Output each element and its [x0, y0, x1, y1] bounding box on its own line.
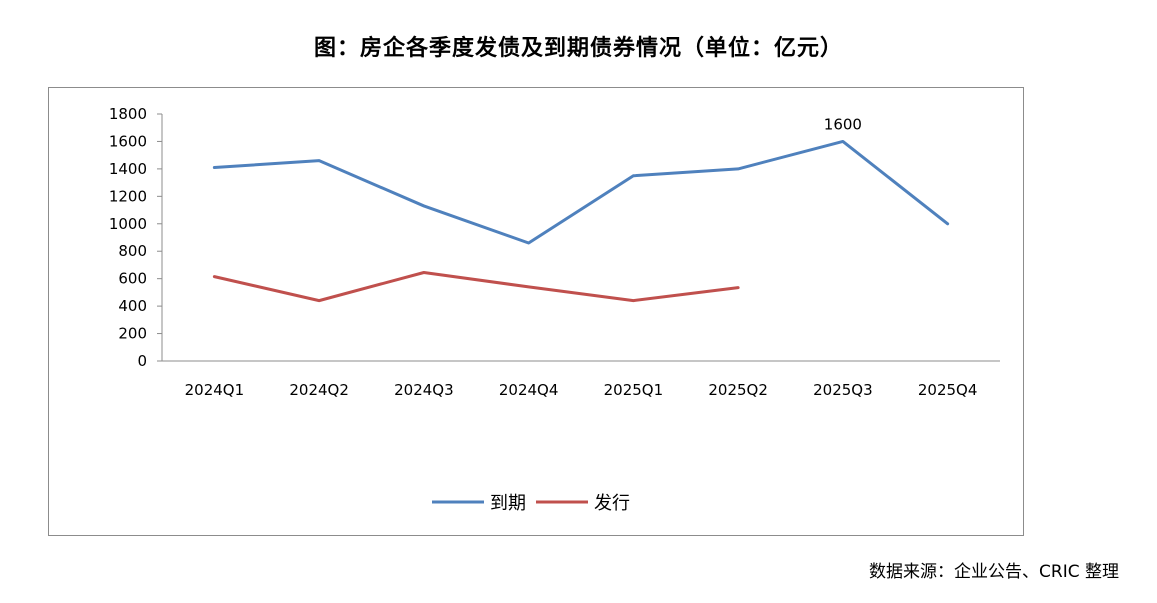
y-tick-label: 1200	[109, 187, 147, 205]
chart-frame	[48, 87, 1024, 536]
y-tick-label: 1000	[109, 215, 147, 233]
y-tick-label: 800	[118, 242, 147, 260]
series-line-0	[212, 139, 950, 245]
data-label: 1600	[824, 115, 862, 133]
y-tick-label: 400	[118, 297, 147, 315]
chart-title: 图：房企各季度发债及到期债券情况（单位：亿元）	[313, 36, 843, 61]
legend-label-0: 到期	[490, 493, 526, 514]
x-tick-label: 2024Q1	[185, 381, 245, 399]
x-tick-label: 2025Q1	[604, 381, 664, 399]
y-tick-label: 200	[118, 325, 147, 343]
y-tick-label: 0	[137, 352, 147, 370]
x-tick-label: 2025Q4	[918, 381, 978, 399]
x-tick-label: 2024Q2	[289, 381, 349, 399]
x-tick-label: 2025Q2	[708, 381, 768, 399]
series-line-1	[212, 270, 740, 303]
x-tick-label: 2024Q4	[499, 381, 559, 399]
y-tick-label: 1400	[109, 160, 147, 178]
legend-label-1: 发行	[594, 493, 630, 514]
x-tick-label: 2025Q3	[813, 381, 873, 399]
y-tick-label: 1800	[109, 105, 147, 123]
y-tick-label: 1600	[109, 132, 147, 150]
y-tick-label: 600	[118, 270, 147, 288]
x-tick-label: 2024Q3	[394, 381, 454, 399]
data-source-note: 数据来源：企业公告、CRIC 整理	[869, 562, 1119, 582]
